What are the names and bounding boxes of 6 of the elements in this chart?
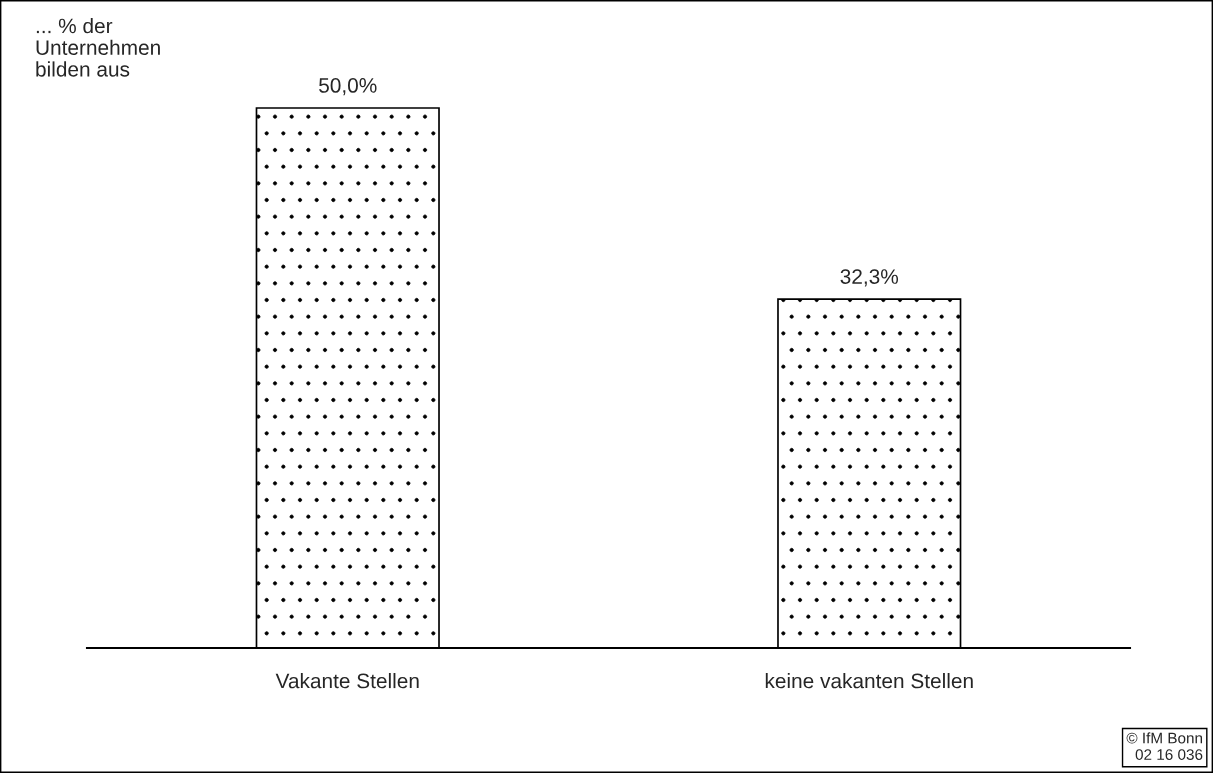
text: © IfM Bonn 02 16 036 xyxy=(1126,732,1203,760)
x-tick-label: Vakante Stellen xyxy=(275,673,419,689)
y-axis-title: ... % der Unternehmen bilden aus xyxy=(36,18,160,77)
data-label: 32,3% xyxy=(840,269,899,287)
x-tick-label: keine vakanten Stellen xyxy=(765,673,973,689)
data-label: 50,0% xyxy=(319,78,377,96)
